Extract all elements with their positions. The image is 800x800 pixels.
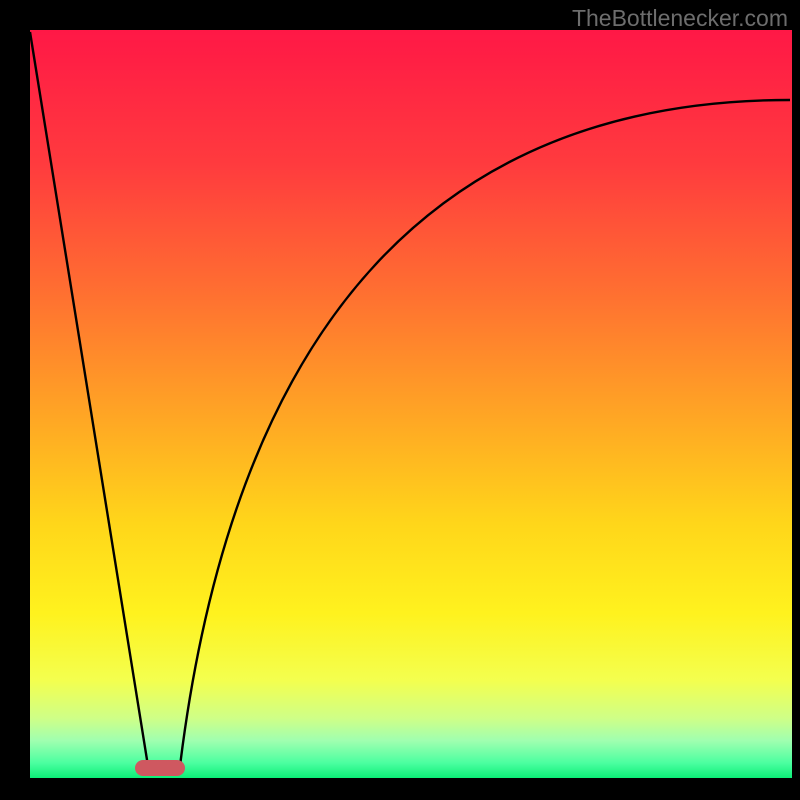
- watermark-text: TheBottlenecker.com: [572, 5, 788, 31]
- optimal-marker: [135, 760, 185, 776]
- bottleneck-chart: TheBottlenecker.com: [0, 0, 800, 800]
- chart-svg: TheBottlenecker.com: [0, 0, 800, 800]
- plot-area: [30, 30, 792, 778]
